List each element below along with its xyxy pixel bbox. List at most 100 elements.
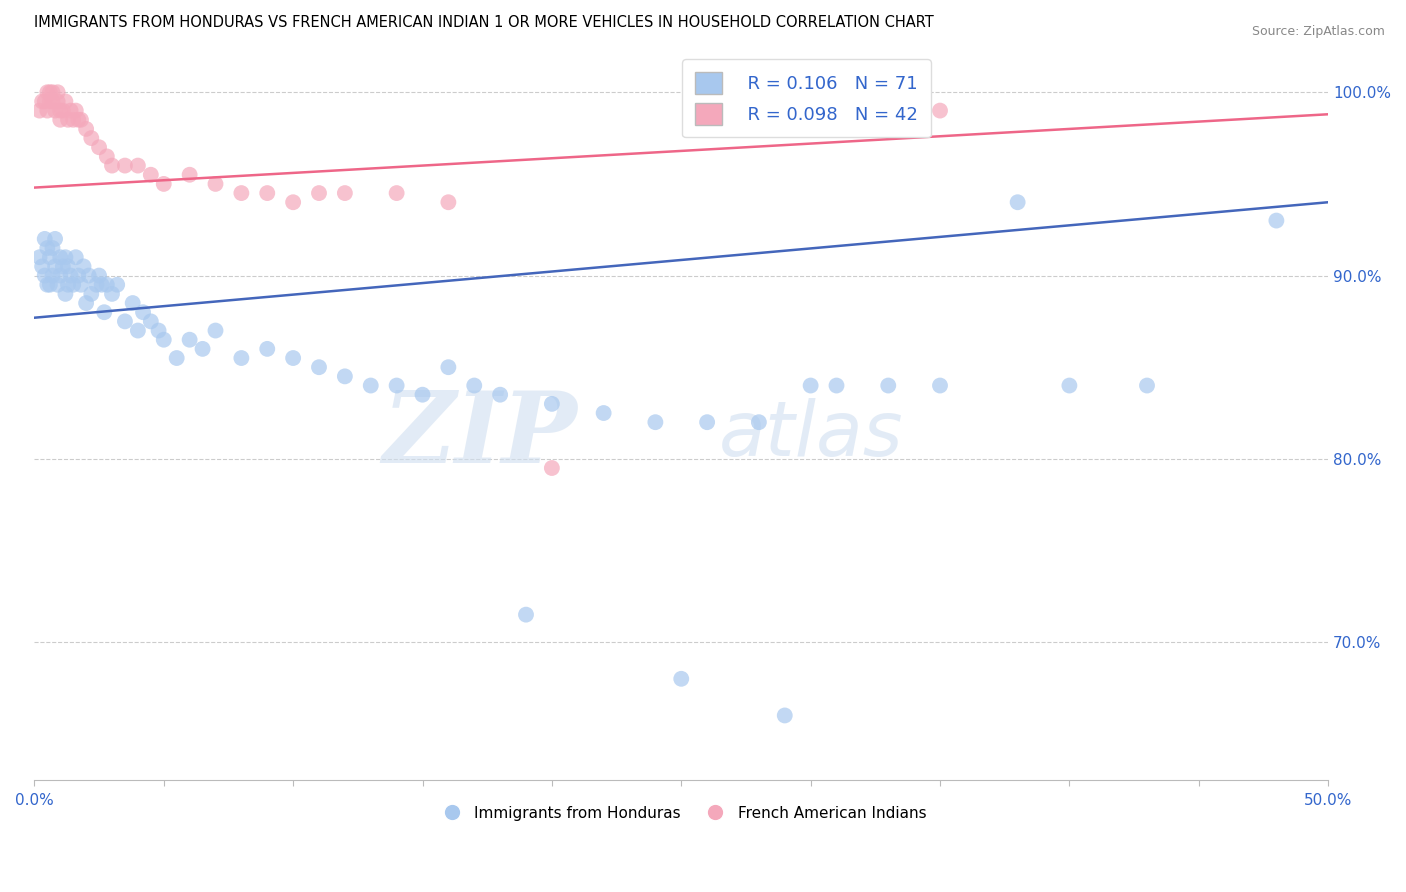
Point: [152, 333, 174, 347]
Point: [114, 314, 136, 328]
Point: [541, 461, 564, 475]
Point: [80, 131, 103, 145]
Point: [80, 286, 103, 301]
Point: [308, 186, 330, 200]
Point: [333, 186, 356, 200]
Point: [231, 186, 253, 200]
Point: [671, 672, 693, 686]
Point: [644, 415, 666, 429]
Point: [360, 378, 382, 392]
Point: [139, 314, 162, 328]
Point: [592, 406, 614, 420]
Point: [59, 103, 82, 118]
Point: [748, 415, 770, 429]
Point: [463, 378, 485, 392]
Text: IMMIGRANTS FROM HONDURAS VS FRENCH AMERICAN INDIAN 1 OR MORE VEHICLES IN HOUSEHO: IMMIGRANTS FROM HONDURAS VS FRENCH AMERI…: [34, 15, 934, 30]
Point: [49, 250, 72, 264]
Point: [166, 351, 188, 365]
Point: [1007, 195, 1029, 210]
Point: [281, 195, 304, 210]
Point: [191, 342, 214, 356]
Point: [256, 342, 278, 356]
Point: [44, 260, 66, 274]
Point: [62, 112, 84, 127]
Point: [28, 250, 51, 264]
Point: [437, 195, 460, 210]
Point: [55, 95, 77, 109]
Point: [437, 360, 460, 375]
Point: [44, 232, 66, 246]
Point: [49, 112, 72, 127]
Point: [34, 268, 56, 283]
Point: [132, 305, 155, 319]
Point: [333, 369, 356, 384]
Point: [93, 305, 115, 319]
Point: [46, 85, 69, 99]
Point: [86, 277, 108, 292]
Point: [152, 177, 174, 191]
Point: [55, 286, 77, 301]
Point: [96, 277, 118, 292]
Legend: Immigrants from Honduras, French American Indians: Immigrants from Honduras, French America…: [430, 800, 932, 827]
Point: [62, 277, 84, 292]
Point: [49, 268, 72, 283]
Point: [67, 268, 90, 283]
Point: [75, 122, 97, 136]
Point: [204, 324, 226, 338]
Point: [34, 232, 56, 246]
Point: [256, 186, 278, 200]
Point: [67, 112, 90, 127]
Point: [49, 103, 72, 118]
Point: [38, 277, 60, 292]
Point: [44, 103, 66, 118]
Point: [105, 277, 128, 292]
Point: [1265, 213, 1288, 227]
Point: [385, 186, 408, 200]
Point: [825, 378, 848, 392]
Point: [65, 250, 87, 264]
Point: [70, 277, 93, 292]
Point: [231, 351, 253, 365]
Point: [38, 85, 60, 99]
Point: [148, 324, 170, 338]
Point: [41, 268, 63, 283]
Point: [696, 415, 718, 429]
Point: [308, 360, 330, 375]
Point: [1136, 378, 1159, 392]
Point: [31, 95, 53, 109]
Point: [773, 708, 796, 723]
Point: [179, 168, 201, 182]
Point: [41, 95, 63, 109]
Point: [412, 387, 434, 401]
Point: [96, 149, 118, 163]
Point: [101, 159, 124, 173]
Point: [31, 260, 53, 274]
Text: Source: ZipAtlas.com: Source: ZipAtlas.com: [1251, 25, 1385, 38]
Point: [41, 241, 63, 255]
Point: [101, 286, 124, 301]
Point: [121, 296, 143, 310]
Point: [38, 250, 60, 264]
Point: [385, 378, 408, 392]
Point: [56, 277, 79, 292]
Text: atlas: atlas: [718, 398, 903, 472]
Point: [59, 268, 82, 283]
Point: [541, 397, 564, 411]
Point: [77, 268, 100, 283]
Point: [87, 268, 110, 283]
Point: [90, 277, 112, 292]
Point: [515, 607, 537, 622]
Point: [37, 85, 59, 99]
Point: [72, 260, 94, 274]
Point: [127, 159, 149, 173]
Point: [55, 250, 77, 264]
Point: [75, 296, 97, 310]
Point: [281, 351, 304, 365]
Point: [56, 260, 79, 274]
Point: [800, 378, 823, 392]
Point: [38, 95, 60, 109]
Point: [87, 140, 110, 154]
Point: [179, 333, 201, 347]
Point: [37, 277, 59, 292]
Point: [204, 177, 226, 191]
